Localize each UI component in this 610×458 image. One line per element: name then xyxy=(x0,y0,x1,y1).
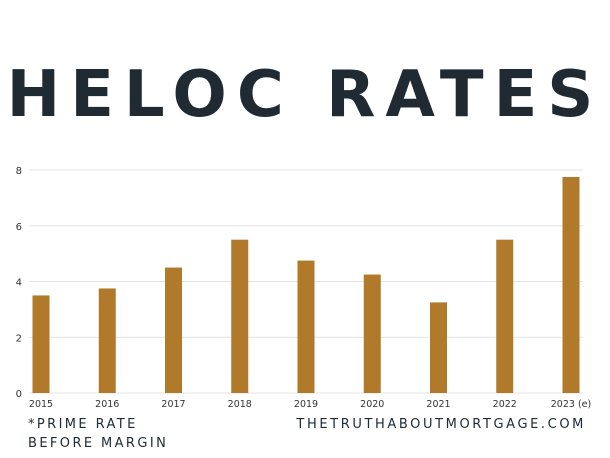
bar-2015 xyxy=(32,295,50,393)
source-label: THETRUTHABOUTMORTGAGE.COM xyxy=(296,417,586,432)
bar-2017 xyxy=(165,267,182,393)
footnote-line-2: BEFORE MARGIN xyxy=(28,436,169,451)
bar-2018 xyxy=(231,239,249,393)
bar-2019 xyxy=(297,260,315,393)
bar-2021 xyxy=(430,302,447,393)
x-tick-label: 2015 xyxy=(29,399,53,410)
x-tick-label: 2018 xyxy=(228,399,252,410)
footnote-line-1: *PRIME RATE xyxy=(28,417,138,432)
chart-title: HELOC RATES xyxy=(6,58,604,132)
footnote: *PRIME RATE BEFORE MARGIN xyxy=(28,415,168,453)
y-tick-label: 6 xyxy=(16,222,22,233)
y-tick-label: 8 xyxy=(16,166,22,177)
bar-2016 xyxy=(98,288,116,393)
y-tick-label: 4 xyxy=(16,278,22,289)
y-tick-label: 2 xyxy=(16,333,22,344)
x-tick-label: 2020 xyxy=(360,399,384,410)
bar-2022 xyxy=(496,239,514,393)
x-tick-label: 2019 xyxy=(294,399,318,410)
x-tick-label: 2021 xyxy=(426,399,450,410)
x-tick-label: 2017 xyxy=(161,399,185,410)
x-tick-label: 2022 xyxy=(493,399,517,410)
x-tick-label: 2023 (e) xyxy=(551,399,591,410)
y-tick-label: 0 xyxy=(16,389,22,400)
x-tick-label: 2016 xyxy=(95,399,119,410)
bar-2020 xyxy=(363,274,381,393)
bar-2023e xyxy=(562,176,580,393)
